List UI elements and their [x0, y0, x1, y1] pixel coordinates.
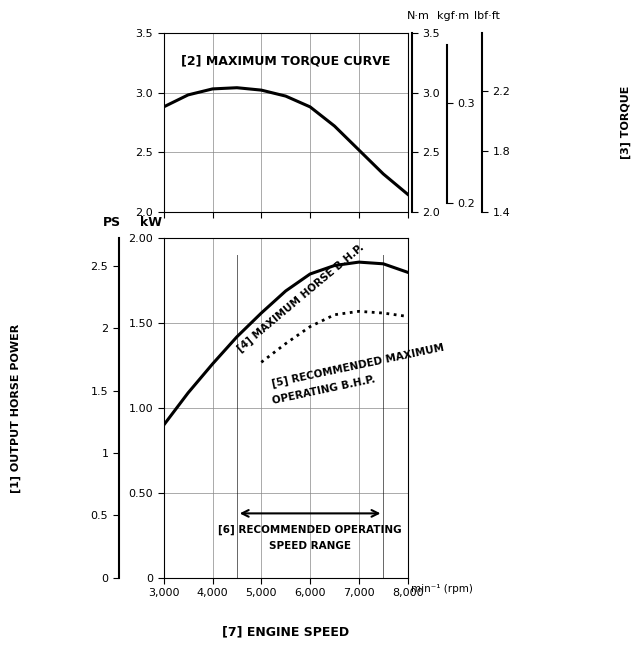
Text: OPERATING B.H.P.: OPERATING B.H.P. [271, 375, 376, 406]
Text: [3] TORQUE: [3] TORQUE [621, 86, 631, 159]
Text: [7] ENGINE SPEED: [7] ENGINE SPEED [222, 626, 349, 639]
Text: PS: PS [103, 215, 121, 229]
Text: [5] RECOMMENDED MAXIMUM: [5] RECOMMENDED MAXIMUM [271, 343, 446, 389]
Text: N·m: N·m [407, 11, 430, 21]
Text: min⁻¹ (rpm): min⁻¹ (rpm) [411, 584, 473, 594]
Text: [2] MAXIMUM TORQUE CURVE: [2] MAXIMUM TORQUE CURVE [181, 54, 390, 67]
Text: [6] RECOMMENDED OPERATING: [6] RECOMMENDED OPERATING [218, 524, 402, 535]
Text: lbf·ft: lbf·ft [474, 11, 499, 21]
Text: kW: kW [140, 215, 162, 229]
Text: SPEED RANGE: SPEED RANGE [269, 541, 351, 550]
Text: [1] OUTPUT HORSE POWER: [1] OUTPUT HORSE POWER [11, 323, 21, 493]
Text: kgf·m: kgf·m [437, 11, 469, 21]
Text: [4] MAXIMUM HORSE B.H.P.: [4] MAXIMUM HORSE B.H.P. [236, 242, 367, 354]
